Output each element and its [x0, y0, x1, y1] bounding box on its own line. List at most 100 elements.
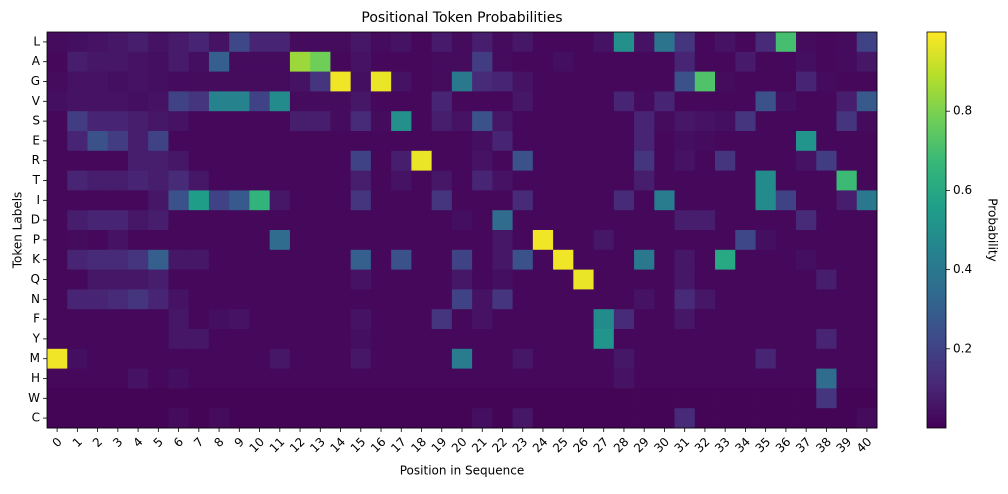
heatmap-cell — [127, 289, 149, 310]
x-tick-label: 16 — [368, 435, 389, 456]
x-tick-label: 0 — [49, 435, 64, 450]
heatmap-cell — [613, 348, 635, 369]
heatmap-cell — [391, 329, 412, 350]
heatmap-cell — [289, 408, 311, 429]
heatmap-cell — [472, 309, 493, 330]
heatmap-cell — [715, 408, 736, 429]
heatmap-cell — [532, 230, 554, 251]
heatmap-cell — [674, 230, 696, 251]
heatmap-cell — [47, 289, 68, 310]
heatmap-cell — [634, 348, 655, 369]
heatmap-cell — [694, 368, 716, 389]
heatmap-cell — [431, 210, 453, 231]
heatmap-cell — [755, 269, 777, 290]
heatmap-cell — [553, 249, 574, 270]
heatmap-cell — [310, 249, 331, 270]
y-tick-label: D — [31, 213, 40, 227]
heatmap-cell — [188, 131, 210, 152]
heatmap-cell — [796, 289, 817, 310]
heatmap-cell — [350, 388, 372, 409]
heatmap-cell — [310, 348, 331, 369]
heatmap-cell — [775, 210, 797, 231]
heatmap-cell — [370, 170, 392, 191]
heatmap-cell — [634, 32, 655, 53]
heatmap-cell — [775, 269, 797, 290]
heatmap-cell — [87, 150, 109, 171]
heatmap-cell — [229, 32, 250, 53]
heatmap-cell — [492, 249, 514, 270]
heatmap-cell — [613, 131, 635, 152]
heatmap-cell — [87, 408, 109, 429]
heatmap-cell — [775, 309, 797, 330]
heatmap-cell — [67, 131, 88, 152]
heatmap-cell — [613, 408, 635, 429]
heatmap-cell — [694, 249, 716, 270]
heatmap-cell — [269, 32, 291, 53]
heatmap-cell — [289, 190, 311, 211]
heatmap-cell — [87, 269, 109, 290]
heatmap-cell — [208, 190, 230, 211]
heatmap-cell — [755, 51, 777, 72]
heatmap-cell — [289, 348, 311, 369]
heatmap-cell — [188, 309, 210, 330]
heatmap-cell — [370, 289, 392, 310]
heatmap-cell — [856, 91, 878, 112]
heatmap-cell — [472, 269, 493, 290]
colorbar-tick-label: 0.4 — [953, 262, 972, 276]
heatmap-cell — [47, 348, 68, 369]
heatmap-cell — [735, 269, 756, 290]
heatmap-cell — [188, 210, 210, 231]
heatmap-cell — [289, 230, 311, 251]
heatmap-cell — [289, 329, 311, 350]
heatmap-cell — [634, 408, 655, 429]
heatmap-cell — [634, 388, 655, 409]
heatmap-cell — [107, 348, 129, 369]
heatmap-cell — [573, 190, 594, 211]
heatmap-cell — [715, 230, 736, 251]
heatmap-cell — [431, 150, 453, 171]
heatmap-cell — [168, 309, 190, 330]
x-tick-label: 30 — [651, 435, 672, 456]
heatmap-cell — [553, 32, 574, 53]
heatmap-cell — [330, 91, 352, 112]
heatmap-cell — [451, 150, 473, 171]
heatmap-cell — [148, 51, 169, 72]
heatmap-cell — [269, 408, 291, 429]
heatmap-cell — [674, 32, 696, 53]
heatmap-cell — [613, 91, 635, 112]
heatmap-cell — [836, 170, 858, 191]
heatmap-cell — [553, 348, 574, 369]
heatmap-cell — [492, 269, 514, 290]
heatmap-cell — [492, 190, 514, 211]
heatmap-cell — [411, 408, 433, 429]
heatmap-cell — [249, 289, 271, 310]
y-tick-label: T — [32, 173, 41, 187]
heatmap-cell — [532, 170, 554, 191]
heatmap-cell — [694, 150, 716, 171]
heatmap-cell — [289, 71, 311, 92]
heatmap-cell — [836, 190, 858, 211]
heatmap-cell — [249, 309, 271, 330]
heatmap-cell — [512, 51, 534, 72]
heatmap-cell — [553, 170, 574, 191]
heatmap-cell — [168, 71, 190, 92]
heatmap-cell — [431, 51, 453, 72]
heatmap-cell — [229, 309, 250, 330]
heatmap-cell — [47, 190, 68, 211]
heatmap-cell — [472, 408, 493, 429]
heatmap-cell — [67, 32, 88, 53]
heatmap-cell — [431, 309, 453, 330]
heatmap-cell — [229, 388, 250, 409]
heatmap-cell — [532, 210, 554, 231]
heatmap-cell — [492, 131, 514, 152]
heatmap-cell — [229, 91, 250, 112]
heatmap-cell — [330, 309, 352, 330]
heatmap-cell — [492, 91, 514, 112]
heatmap-cell — [755, 210, 777, 231]
heatmap-cell — [87, 230, 109, 251]
heatmap-cell — [188, 91, 210, 112]
heatmap-cell — [796, 32, 817, 53]
heatmap-cell — [856, 190, 878, 211]
heatmap-cell — [553, 150, 574, 171]
